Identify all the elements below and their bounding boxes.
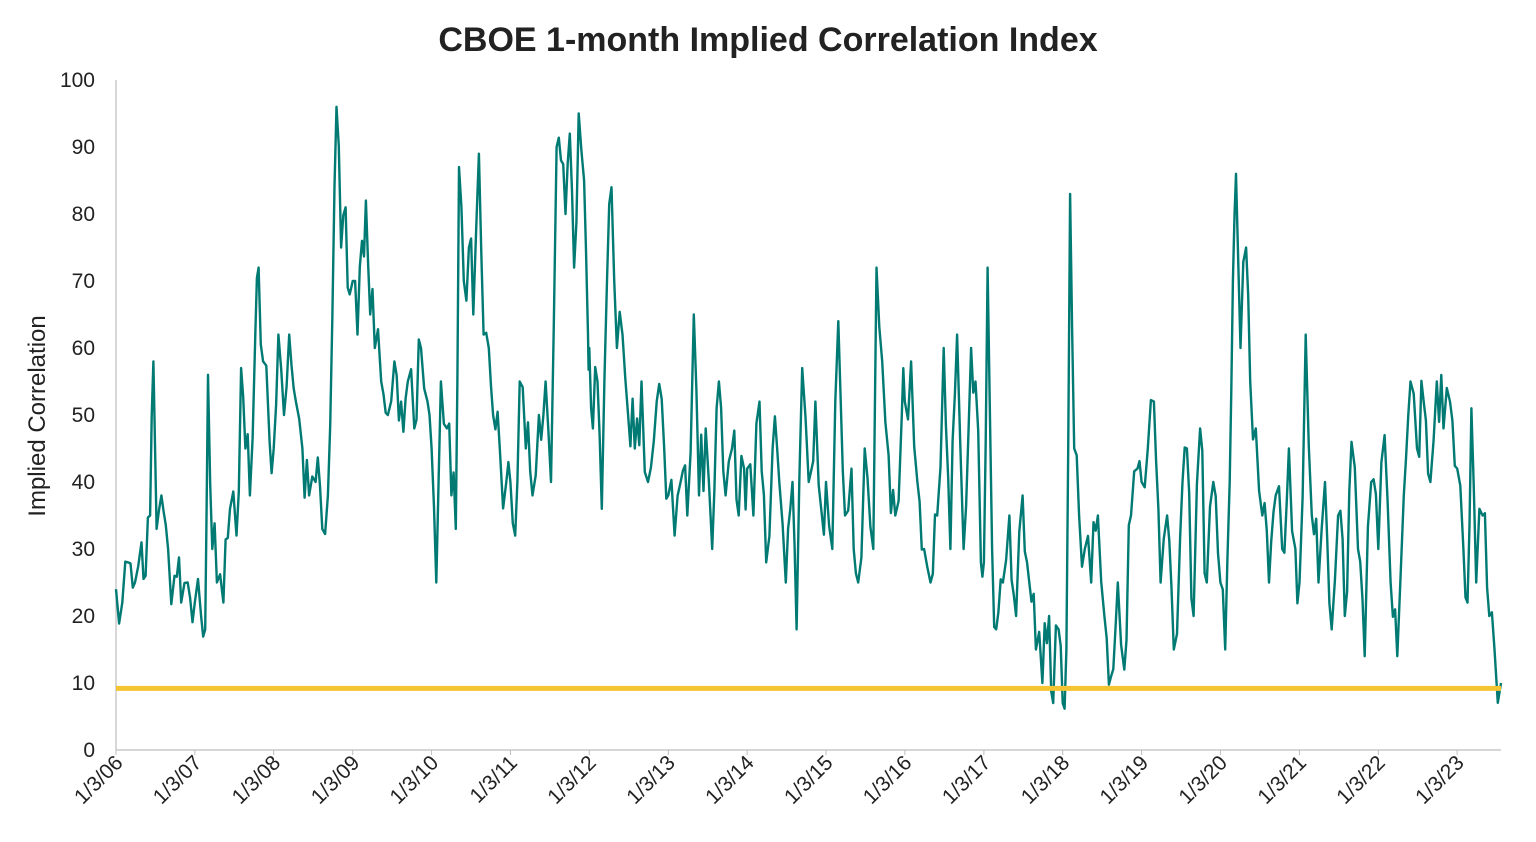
- x-tick-label: 1/3/17: [938, 751, 996, 809]
- y-axis-label: Implied Correlation: [24, 315, 51, 516]
- x-tick-label: 1/3/21: [1253, 751, 1311, 809]
- x-tick-label: 1/3/12: [543, 751, 601, 809]
- x-tick-label: 1/3/18: [1017, 751, 1075, 809]
- y-tick-label: 50: [72, 404, 95, 427]
- x-tick-label: 1/3/15: [780, 751, 838, 809]
- y-tick-label: 10: [72, 672, 95, 695]
- x-tick-label: 1/3/06: [70, 751, 128, 809]
- x-tick-label: 1/3/07: [149, 751, 207, 809]
- x-tick-label: 1/3/14: [701, 751, 759, 809]
- x-tick-label: 1/3/23: [1411, 751, 1469, 809]
- x-tick-label: 1/3/11: [466, 751, 522, 807]
- y-tick-labels: 0 10 20 30 40 50 60 70 80 90 100: [60, 69, 95, 762]
- y-tick-label: 80: [72, 203, 95, 226]
- x-tick-label: 1/3/20: [1174, 751, 1232, 809]
- x-tick-labels: 1/3/06 1/3/07 1/3/08 1/3/09 1/3/10 1/3/11 1/3/…: [70, 750, 1469, 809]
- y-tick-label: 100: [60, 69, 95, 92]
- x-tick-label: 1/3/09: [307, 751, 365, 809]
- chart-title: CBOE 1-month Implied Correlation Index: [438, 21, 1097, 59]
- y-tick-label: 20: [72, 605, 95, 628]
- x-tick-label: 1/3/19: [1096, 751, 1154, 809]
- x-tick-label: 1/3/13: [622, 751, 680, 809]
- y-tick-label: 90: [72, 136, 95, 159]
- x-tick-label: 1/3/08: [228, 751, 286, 809]
- y-tick-label: 30: [72, 538, 95, 561]
- series-line-implied-correlation: [114, 105, 1503, 710]
- x-tick-label: 1/3/22: [1332, 751, 1390, 809]
- y-tick-label: 0: [83, 739, 95, 762]
- y-tick-label: 70: [72, 270, 95, 293]
- y-tick-label: 60: [72, 337, 95, 360]
- x-tick-label: 1/3/10: [386, 751, 444, 809]
- x-tick-label: 1/3/16: [859, 751, 917, 809]
- y-tick-label: 40: [72, 471, 95, 494]
